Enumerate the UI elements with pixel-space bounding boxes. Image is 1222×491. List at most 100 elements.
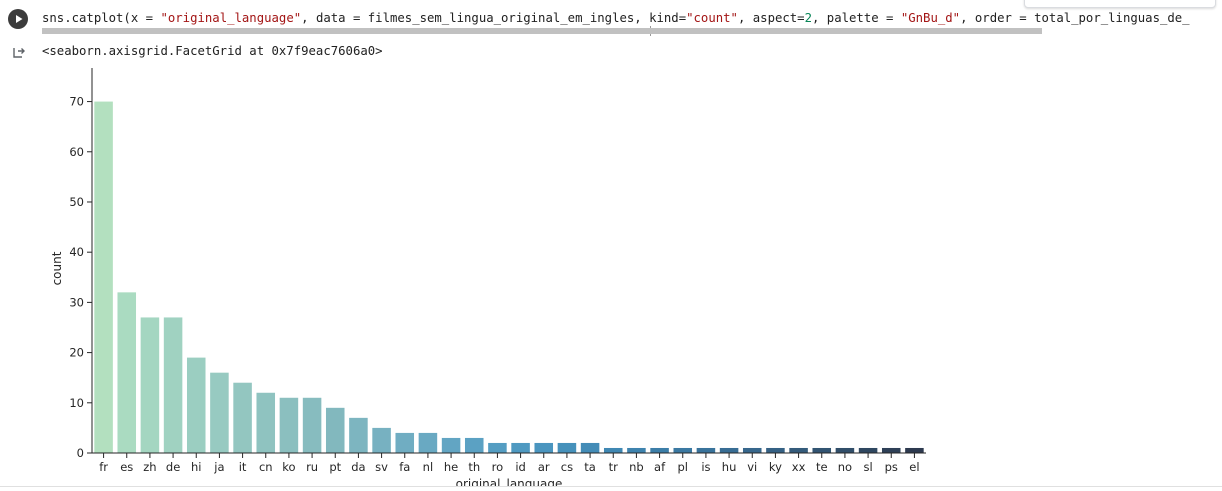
- code-number: 2: [804, 11, 812, 25]
- x-tick-label: fa: [399, 460, 410, 474]
- bar-is: [696, 447, 716, 453]
- x-tick-label: ru: [306, 460, 318, 474]
- bar-vi: [742, 447, 762, 453]
- bar-el: [905, 447, 924, 453]
- bar-zh: [140, 317, 160, 453]
- code-editor[interactable]: sns.catplot(x = "original_language", dat…: [42, 10, 1190, 26]
- x-tick-label: fr: [99, 460, 108, 474]
- x-tick-label: hu: [722, 460, 737, 474]
- x-tick-label: ar: [538, 460, 550, 474]
- x-tick-label: sl: [863, 460, 872, 474]
- y-tick-label: 20: [69, 346, 84, 360]
- x-tick-label: el: [909, 460, 919, 474]
- code-part: , data = filmes_sem_lingua_original_em_i…: [301, 11, 687, 25]
- bar-fr: [94, 101, 113, 454]
- x-tick-label: he: [444, 460, 458, 474]
- bar-ja: [210, 372, 229, 453]
- x-tick-label: is: [701, 460, 710, 474]
- x-tick-label: nl: [423, 460, 433, 474]
- output-repr: <seaborn.axisgrid.FacetGrid at 0x7f9eac7…: [42, 44, 383, 58]
- bar-sv: [372, 427, 391, 453]
- code-fn: sns.catplot(: [42, 11, 131, 25]
- bar-cn: [256, 392, 276, 453]
- code-string: "original_language": [160, 11, 302, 25]
- bar-es: [117, 292, 137, 453]
- x-tick-label: es: [120, 460, 133, 474]
- x-tick-label: ro: [492, 460, 504, 474]
- code-part: , palette =: [812, 11, 901, 25]
- x-tick-label: de: [166, 460, 180, 474]
- bar-sl: [858, 447, 878, 453]
- bar-ta: [580, 442, 600, 453]
- x-axis-label: original_language: [456, 477, 563, 486]
- x-tick-label: zh: [143, 460, 156, 474]
- bar-he: [441, 437, 461, 453]
- x-tick-label: id: [515, 460, 526, 474]
- bar-nl: [418, 432, 438, 453]
- x-tick-label: hi: [191, 460, 201, 474]
- bar-hi: [186, 357, 206, 453]
- bar-no: [835, 447, 855, 453]
- x-tick-label: ps: [885, 460, 898, 474]
- y-axis-label: count: [50, 251, 64, 285]
- bar-te: [812, 447, 832, 453]
- bar-th: [464, 437, 484, 453]
- bar-ar: [534, 442, 554, 453]
- x-tick-label: tr: [609, 460, 619, 474]
- x-tick-label: vi: [747, 460, 757, 474]
- x-tick-label: pt: [329, 460, 341, 474]
- bar-tr: [603, 447, 623, 453]
- bar-xx: [789, 447, 808, 453]
- y-tick-label: 0: [77, 446, 84, 460]
- cell-divider: [0, 486, 1222, 487]
- x-tick-label: sv: [375, 460, 388, 474]
- x-tick-label: it: [239, 460, 247, 474]
- bar-it: [233, 382, 252, 453]
- bar-ru: [302, 397, 322, 453]
- code-part: x =: [130, 11, 161, 25]
- bar-cs: [557, 442, 577, 453]
- bar-id: [511, 442, 530, 453]
- x-tick-label: af: [654, 460, 666, 474]
- code-part: , order = total_por_linguas_de_: [960, 11, 1190, 25]
- bar-fa: [395, 432, 415, 453]
- y-tick-label: 30: [69, 295, 84, 309]
- x-tick-label: xx: [792, 460, 806, 474]
- bar-af: [650, 447, 669, 453]
- x-tick-label: ta: [584, 460, 596, 474]
- bar-pt: [325, 407, 345, 453]
- bar-ko: [279, 397, 299, 453]
- bar-ro: [488, 442, 507, 453]
- bar-da: [349, 417, 368, 453]
- horizontal-scrollbar[interactable]: [42, 28, 1042, 34]
- x-tick-label: cs: [561, 460, 573, 474]
- bar-ky: [766, 447, 785, 453]
- x-tick-label: nb: [629, 460, 644, 474]
- x-tick-label: no: [838, 460, 852, 474]
- output-redirect-icon: [12, 45, 26, 64]
- bar-pl: [673, 447, 693, 453]
- y-tick-label: 50: [69, 195, 84, 209]
- x-tick-label: cn: [259, 460, 273, 474]
- bar-nb: [627, 447, 646, 453]
- code-string: "GnBu_d": [900, 11, 961, 25]
- play-icon: [16, 15, 23, 23]
- x-tick-label: te: [816, 460, 828, 474]
- x-tick-label: th: [468, 460, 480, 474]
- cell-toolbar[interactable]: [1024, 0, 1216, 8]
- x-tick-label: da: [351, 460, 365, 474]
- x-tick-label: pl: [678, 460, 689, 474]
- x-tick-label: ja: [213, 460, 224, 474]
- bar-de: [163, 317, 183, 453]
- code-part: , aspect=: [737, 11, 805, 25]
- x-tick-label: ko: [282, 460, 295, 474]
- y-tick-label: 10: [69, 396, 84, 410]
- bar-hu: [719, 447, 739, 453]
- code-cell[interactable]: sns.catplot(x = "original_language", dat…: [0, 0, 1222, 40]
- y-tick-label: 70: [69, 95, 84, 109]
- run-cell-button[interactable]: [8, 9, 28, 29]
- x-tick-label: ky: [769, 460, 782, 474]
- code-string: "count": [686, 11, 738, 25]
- bar-ps: [881, 447, 901, 453]
